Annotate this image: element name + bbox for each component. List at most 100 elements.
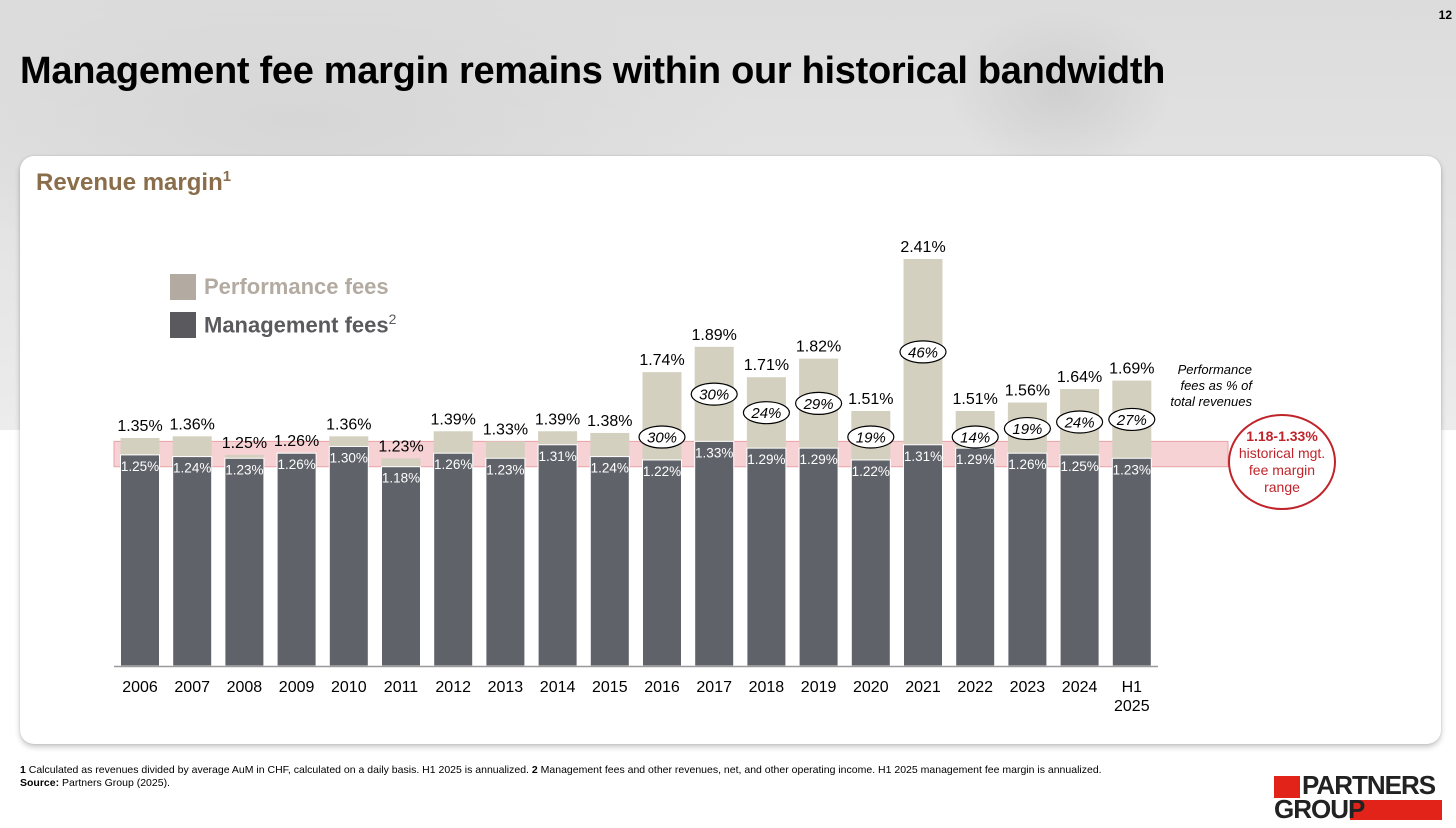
page-number: 12 [1438, 8, 1452, 22]
x-tick-label-0: 2006 [122, 679, 158, 696]
bar-management-13 [798, 447, 839, 667]
total-label-14: 1.51% [848, 391, 893, 408]
performance-share-oval-10 [638, 425, 686, 449]
performance-share-label-16: 14% [960, 429, 990, 446]
bar-management-11 [694, 440, 735, 667]
historical-range-callout: 1.18-1.33% historical mgt. fee margin ra… [1228, 414, 1336, 510]
x-tick-label-18: 2024 [1062, 679, 1098, 696]
legend-label-performance: Performance fees [204, 274, 389, 299]
logo-square-bottom [1350, 800, 1442, 820]
performance-share-note: Performance fees as % of total revenues [1170, 362, 1252, 409]
legend-swatch-performance [170, 274, 196, 300]
card-title-footnote-ref: 1 [222, 168, 232, 185]
bar-management-4 [328, 445, 369, 667]
bar-management-18 [1059, 454, 1100, 667]
performance-share-label-14: 19% [856, 429, 886, 446]
management-label-15: 1.31% [904, 449, 942, 464]
range-line-3: range [1264, 479, 1300, 495]
footnote-1-text: Calculated as revenues divided by averag… [25, 764, 532, 776]
performance-share-oval-18 [1055, 410, 1104, 434]
range-line-2: fee margin [1248, 462, 1316, 478]
bar-performance-4 [329, 436, 369, 447]
total-label-10: 1.74% [639, 352, 684, 369]
management-label-2: 1.23% [225, 462, 263, 477]
total-label-4: 1.36% [326, 416, 371, 433]
bar-performance-7 [485, 441, 525, 459]
range-line-1: historical mgt. [1238, 445, 1326, 461]
total-label-7: 1.33% [483, 421, 528, 438]
management-label-3: 1.26% [277, 457, 315, 472]
total-label-5: 1.23% [378, 438, 423, 455]
bar-management-2 [224, 457, 265, 667]
bar-performance-5 [381, 458, 421, 467]
total-label-2: 1.25% [222, 435, 267, 452]
management-label-7: 1.23% [486, 462, 524, 477]
management-label-1: 1.24% [173, 461, 211, 476]
bar-management-0 [120, 454, 160, 667]
total-label-12: 1.71% [744, 357, 789, 374]
bar-performance-9 [590, 432, 630, 457]
performance-share-label-11: 30% [699, 387, 729, 404]
x-tick-label-6: 2012 [435, 679, 471, 696]
legend-label-management: Management fees2 [204, 311, 396, 338]
bar-management-14 [850, 459, 891, 667]
bar-management-12 [746, 447, 787, 667]
bar-management-3 [276, 452, 317, 667]
x-tick-label-14: 2020 [853, 679, 889, 696]
performance-share-oval-17 [1003, 416, 1052, 441]
x-tick-label-12: 2018 [749, 679, 785, 696]
footnote-2-number: 2 [531, 764, 538, 776]
performance-share-oval-13 [794, 391, 843, 415]
management-label-13: 1.29% [799, 452, 837, 467]
x-tick-label-11: 2017 [696, 679, 732, 696]
footnote-line-1: 1 Calculated as revenues divided by aver… [20, 764, 1102, 777]
total-label-9: 1.38% [587, 413, 632, 430]
management-label-10: 1.22% [643, 464, 681, 479]
bar-performance-8 [538, 431, 578, 445]
total-label-11: 1.89% [692, 327, 737, 344]
bar-management-17 [1007, 452, 1048, 667]
x-tick-label-9: 2015 [592, 679, 628, 696]
total-label-1: 1.36% [170, 416, 215, 433]
performance-share-oval-12 [742, 401, 791, 425]
x-tick-label-17: 2023 [1010, 679, 1046, 696]
card-title-text: Revenue margin [36, 169, 223, 196]
performance-share-label-18: 24% [1064, 414, 1095, 431]
management-label-19: 1.23% [1113, 462, 1151, 477]
bar-management-19 [1111, 457, 1152, 667]
slide-title: Management fee margin remains within our… [20, 50, 1166, 92]
performance-share-label-10: 30% [647, 430, 677, 447]
x-tick-label-1: 2007 [174, 679, 210, 696]
management-label-4: 1.30% [330, 450, 368, 465]
x-tick-label-19-0: H1 [1122, 679, 1143, 696]
x-tick-label-10: 2016 [644, 679, 680, 696]
source-text: Partners Group (2025). [59, 777, 170, 789]
performance-share-oval-14 [847, 425, 895, 449]
x-tick-label-3: 2009 [279, 679, 315, 696]
bar-performance-2 [224, 454, 264, 459]
bar-management-15 [903, 444, 943, 667]
management-label-0: 1.25% [121, 459, 159, 474]
bar-management-1 [172, 456, 213, 667]
performance-share-label-12: 24% [750, 405, 781, 422]
partners-group-logo: PARTNERS GROUP [1274, 770, 1444, 824]
footnotes: 1 Calculated as revenues divided by aver… [20, 764, 1102, 790]
performance-share-label-19: 27% [1116, 412, 1147, 429]
total-label-18: 1.64% [1057, 369, 1102, 386]
bar-management-8 [537, 444, 578, 667]
bar-performance-0 [120, 438, 160, 455]
x-tick-label-4: 2010 [331, 679, 367, 696]
performance-share-oval-15 [899, 340, 947, 364]
legend-item-performance: Performance fees [170, 268, 396, 306]
total-label-3: 1.26% [274, 433, 319, 450]
total-label-15: 2.41% [900, 239, 945, 256]
performance-share-label-15: 46% [908, 344, 938, 361]
footnote-source: Source: Partners Group (2025). [20, 777, 1102, 790]
management-label-14: 1.22% [852, 464, 890, 479]
bar-performance-6 [433, 431, 473, 454]
x-tick-label-2: 2008 [227, 679, 263, 696]
chart-legend: Performance fees Management fees2 [170, 268, 396, 344]
management-label-8: 1.31% [538, 449, 576, 464]
performance-share-oval-19 [1108, 407, 1156, 432]
